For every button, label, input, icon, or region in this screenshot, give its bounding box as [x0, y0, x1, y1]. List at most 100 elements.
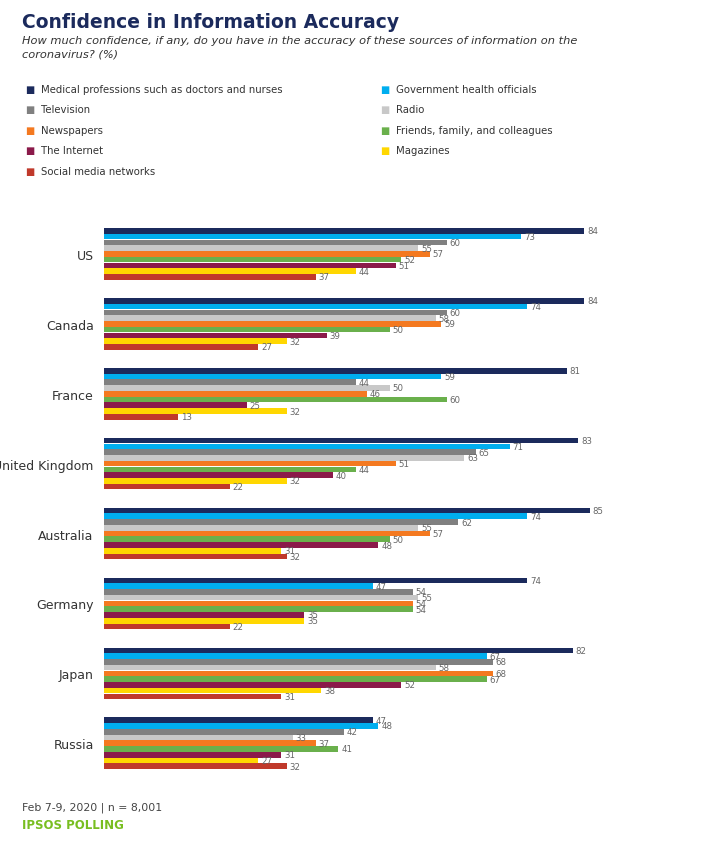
Text: 31: 31 — [284, 547, 295, 555]
Text: 41: 41 — [341, 745, 353, 753]
Bar — [104, 717, 373, 723]
Bar — [104, 612, 304, 618]
Text: 38: 38 — [324, 687, 335, 695]
Text: IPSOS POLLING: IPSOS POLLING — [22, 818, 123, 831]
Text: Medical professions such as doctors and nurses: Medical professions such as doctors and … — [41, 84, 283, 95]
Bar — [104, 275, 315, 281]
Bar — [104, 746, 338, 751]
Text: 82: 82 — [576, 646, 587, 655]
Text: 55: 55 — [421, 245, 432, 253]
Bar — [104, 334, 327, 339]
Bar — [104, 345, 258, 351]
Text: 68: 68 — [495, 658, 507, 666]
Text: 74: 74 — [530, 512, 541, 521]
Text: 57: 57 — [433, 530, 444, 538]
Bar — [104, 456, 464, 461]
Bar — [104, 659, 493, 664]
Text: 37: 37 — [318, 273, 330, 282]
Text: 55: 55 — [421, 594, 432, 602]
Bar — [104, 682, 401, 688]
Text: 60: 60 — [450, 396, 461, 404]
Text: Social media networks: Social media networks — [41, 166, 155, 177]
Text: 31: 31 — [284, 692, 295, 701]
Text: 84: 84 — [587, 227, 598, 236]
Bar — [104, 665, 436, 670]
Bar — [104, 740, 315, 746]
Text: 51: 51 — [398, 262, 409, 270]
Text: 48: 48 — [381, 541, 392, 550]
Bar — [104, 531, 430, 537]
Text: 25: 25 — [250, 401, 261, 410]
Text: 74: 74 — [530, 577, 541, 585]
Bar — [104, 328, 390, 333]
Text: 60: 60 — [450, 309, 461, 317]
Bar — [104, 235, 521, 241]
Bar — [104, 485, 230, 490]
Text: ■: ■ — [381, 105, 390, 115]
Bar — [104, 653, 487, 659]
Text: 50: 50 — [393, 535, 404, 544]
Bar — [104, 444, 510, 450]
Text: 46: 46 — [370, 390, 381, 398]
Text: ■: ■ — [381, 146, 390, 156]
Bar — [104, 723, 378, 729]
Bar — [104, 508, 590, 514]
Bar — [104, 624, 230, 630]
Bar — [104, 264, 396, 269]
Bar — [104, 519, 458, 525]
Bar — [104, 322, 442, 328]
Text: 42: 42 — [347, 728, 358, 736]
Text: 85: 85 — [593, 507, 604, 515]
Bar — [104, 537, 390, 543]
Bar — [104, 269, 355, 275]
Bar — [104, 380, 355, 386]
Bar — [104, 757, 258, 763]
Text: 62: 62 — [461, 518, 472, 527]
Text: 68: 68 — [495, 669, 507, 678]
Text: 54: 54 — [416, 605, 426, 614]
Text: 33: 33 — [296, 733, 307, 742]
Text: 13: 13 — [181, 413, 192, 421]
Text: 50: 50 — [393, 384, 404, 393]
Bar — [104, 229, 584, 235]
Text: 32: 32 — [290, 337, 301, 346]
Bar — [104, 403, 247, 409]
Bar — [104, 676, 487, 682]
Bar — [104, 252, 430, 258]
Text: Confidence in Information Accuracy: Confidence in Information Accuracy — [22, 13, 398, 32]
Text: Magazines: Magazines — [396, 146, 450, 156]
Bar — [104, 763, 287, 769]
Text: 44: 44 — [358, 267, 370, 276]
Bar — [104, 467, 355, 473]
Text: 37: 37 — [318, 739, 330, 748]
Bar — [104, 316, 436, 322]
Text: 67: 67 — [490, 652, 501, 661]
Bar — [104, 583, 373, 589]
Text: ■: ■ — [381, 84, 390, 95]
Text: 48: 48 — [381, 722, 392, 731]
Text: 63: 63 — [467, 454, 478, 463]
Text: 22: 22 — [233, 483, 243, 491]
Text: Feb 7-9, 2020 | n = 8,001: Feb 7-9, 2020 | n = 8,001 — [22, 802, 162, 812]
Text: 27: 27 — [261, 756, 272, 765]
Text: 22: 22 — [233, 622, 243, 631]
Text: 71: 71 — [513, 443, 523, 451]
Bar — [104, 368, 567, 374]
Text: 52: 52 — [404, 256, 415, 265]
Text: 44: 44 — [358, 378, 370, 387]
Bar — [104, 734, 293, 740]
Bar — [104, 479, 287, 485]
Text: 32: 32 — [290, 553, 301, 561]
Text: How much confidence, if any, do you have in the accuracy of these sources of inf: How much confidence, if any, do you have… — [22, 36, 577, 59]
Bar — [104, 589, 413, 595]
Bar — [104, 670, 493, 676]
Bar — [104, 305, 527, 310]
Text: 39: 39 — [330, 332, 341, 340]
Bar — [104, 461, 396, 467]
Text: 44: 44 — [358, 466, 370, 474]
Text: Government health officials: Government health officials — [396, 84, 537, 95]
Text: 27: 27 — [261, 343, 272, 352]
Bar — [104, 374, 442, 380]
Text: ■: ■ — [381, 125, 390, 136]
Text: ■: ■ — [25, 146, 34, 156]
